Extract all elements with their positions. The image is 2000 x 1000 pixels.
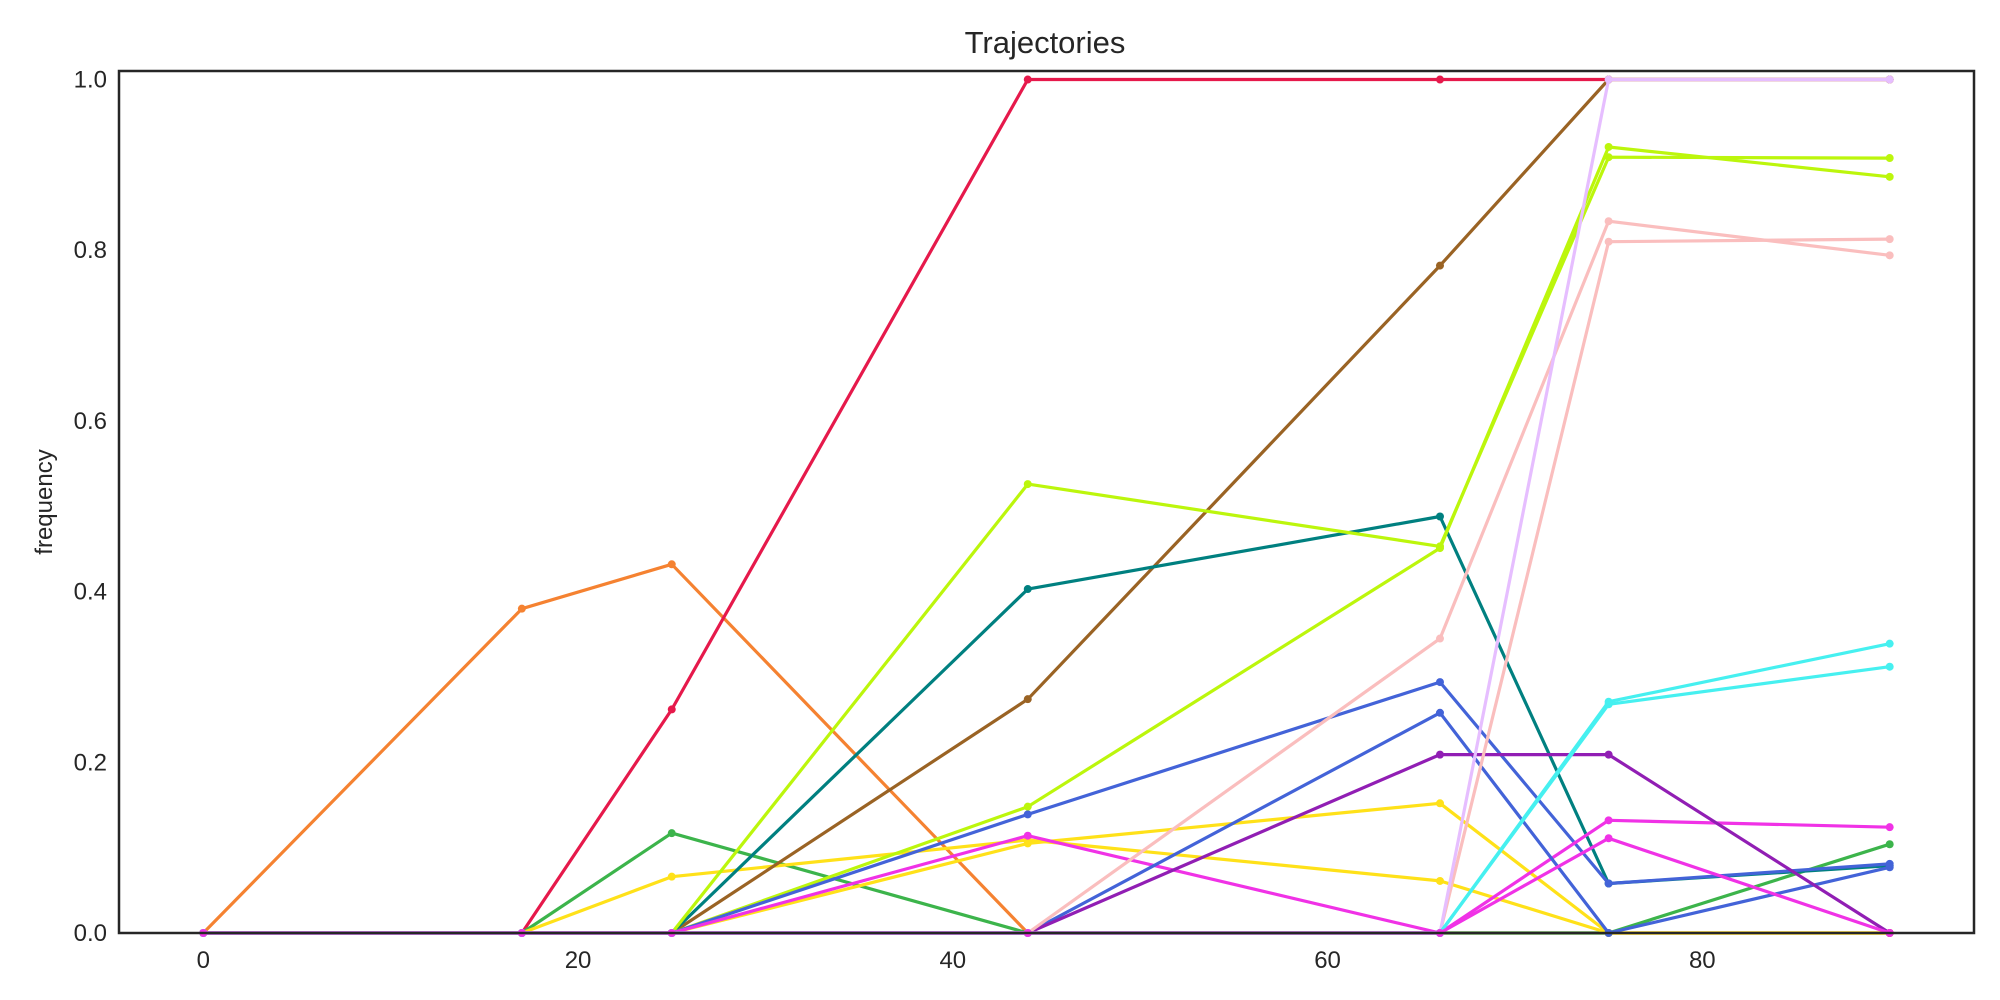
x-tick-label: 80 (1689, 947, 1716, 974)
series-line (202, 562, 1890, 935)
y-tick-label: 0.0 (74, 920, 107, 947)
x-tick-label: 20 (565, 947, 592, 974)
data-point (1023, 802, 1032, 811)
data-point (1604, 75, 1613, 84)
data-point (1604, 700, 1613, 709)
data-point (1885, 823, 1894, 832)
data-point (667, 705, 676, 714)
y-tick-label: 0.2 (74, 749, 107, 776)
series-line (203, 680, 1890, 935)
data-point (1604, 217, 1613, 226)
series-line (203, 752, 1891, 935)
y-tick-label: 0.8 (74, 237, 107, 264)
data-point (1604, 142, 1613, 151)
y-axis-title: frequency (31, 449, 58, 554)
series-7 (199, 153, 1894, 937)
data-point (1435, 512, 1444, 521)
series-line (203, 711, 1891, 935)
series-17 (199, 639, 1894, 937)
series-13 (199, 750, 1894, 937)
data-point (1885, 863, 1894, 872)
data-point (1885, 251, 1894, 260)
series-line (203, 514, 1890, 935)
series-line (203, 77, 1890, 935)
data-point (1435, 708, 1444, 717)
data-point (517, 604, 526, 613)
plot-frame (117, 69, 1976, 935)
series-line (203, 818, 1890, 935)
series-line (203, 219, 1890, 935)
data-point (667, 872, 676, 881)
ticks-layer: 0 20 40 60 80 0.0 0.2 0.4 0.6 0.8 1.0 (74, 67, 1716, 974)
data-point (1435, 75, 1444, 84)
data-point (1435, 876, 1444, 885)
data-point (1435, 678, 1444, 687)
series-line (203, 145, 1890, 935)
data-point (1885, 662, 1894, 671)
data-point (1604, 834, 1613, 843)
data-point (1023, 585, 1032, 594)
x-tick-label: 0 (197, 947, 210, 974)
y-tick-label: 0.4 (74, 579, 107, 606)
data-point (1604, 879, 1613, 888)
data-point (667, 829, 676, 838)
series-14 (199, 217, 1894, 937)
data-point (1885, 235, 1894, 244)
series-6 (199, 512, 1894, 937)
chart-title: Trajectories (965, 25, 1126, 60)
series-8 (199, 142, 1894, 937)
data-point (1885, 639, 1894, 648)
data-point (1435, 634, 1444, 643)
series-line (203, 77, 1890, 935)
data-point (1023, 695, 1032, 704)
data-point (1023, 831, 1032, 840)
x-tick-label: 40 (939, 947, 966, 974)
data-point (667, 560, 676, 569)
data-point (1885, 840, 1894, 849)
x-tick-label: 60 (1314, 947, 1341, 974)
data-point (1023, 810, 1032, 819)
data-point (1435, 750, 1444, 759)
series-line (203, 665, 1890, 935)
data-point (1885, 154, 1894, 163)
data-point (1604, 237, 1613, 246)
data-point (1435, 799, 1444, 808)
series-9 (199, 678, 1894, 937)
series-line (203, 155, 1890, 935)
series-line (203, 801, 1890, 935)
data-point (1435, 544, 1444, 553)
data-point (1023, 75, 1032, 84)
y-tick-label: 0.6 (74, 408, 107, 435)
series-12 (199, 708, 1894, 937)
data-point (1885, 172, 1894, 181)
data-point (1604, 750, 1613, 759)
data-point (1435, 261, 1444, 270)
series-layer (199, 75, 1894, 937)
y-tick-label: 1.0 (74, 67, 107, 94)
data-point (1023, 480, 1032, 489)
series-line (203, 642, 1891, 935)
series-line (203, 77, 1890, 935)
series-18 (199, 662, 1894, 937)
data-point (1023, 839, 1032, 848)
data-point (1885, 75, 1894, 84)
data-point (1604, 816, 1613, 825)
